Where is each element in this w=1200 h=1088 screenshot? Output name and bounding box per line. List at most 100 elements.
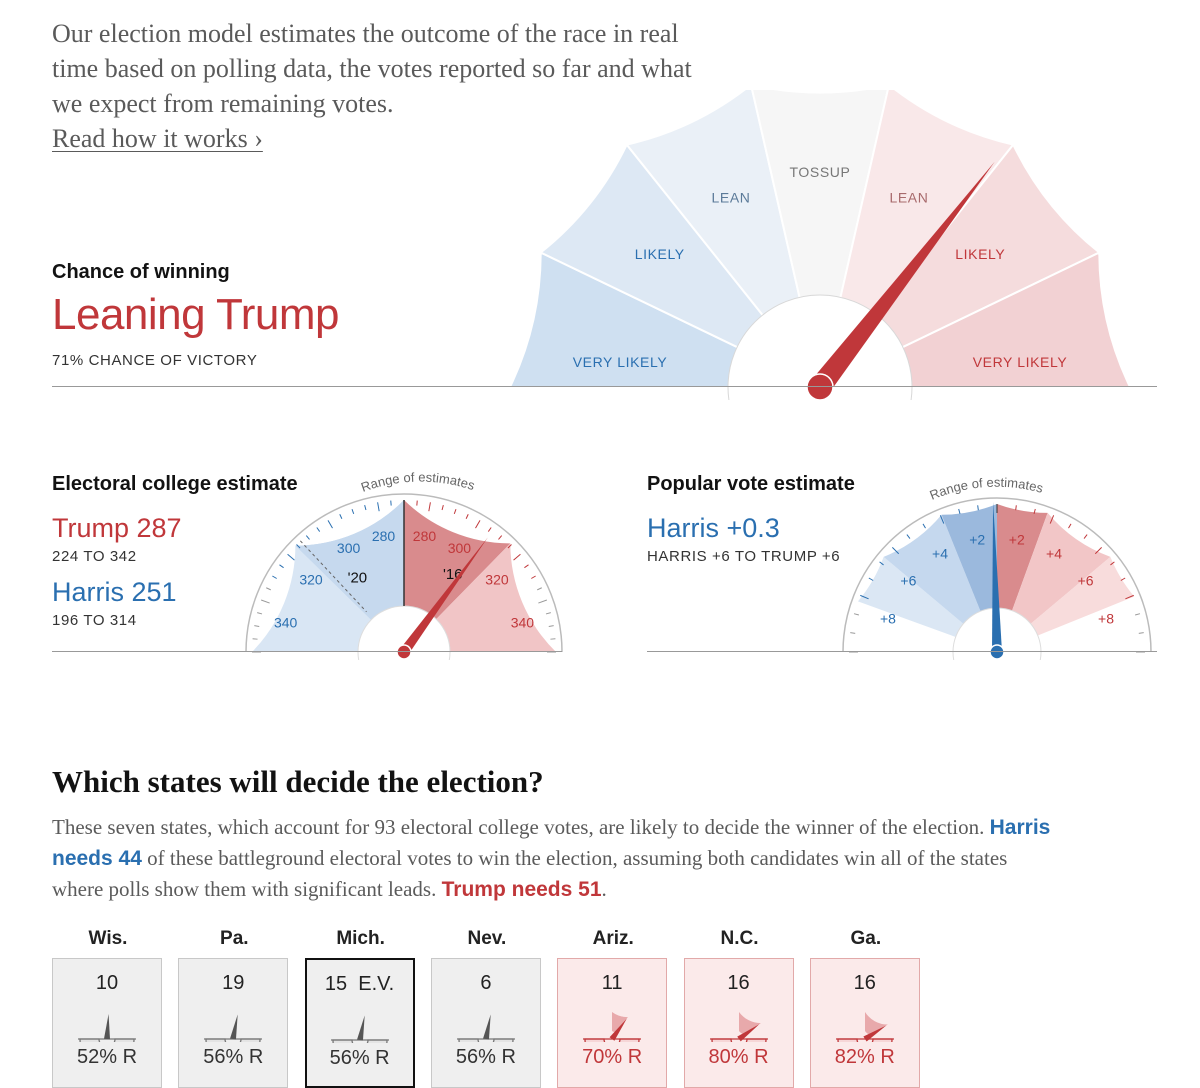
state-card[interactable]: Mich.15 E.V.56% R xyxy=(305,926,417,1088)
state-gauge xyxy=(203,1008,263,1042)
state-probability: 80% R xyxy=(685,1046,793,1069)
popular-tick xyxy=(850,633,855,634)
state-probability: 52% R xyxy=(53,1046,161,1069)
state-gauge xyxy=(456,1008,516,1042)
electoral-tick xyxy=(328,520,333,528)
electoral-tick xyxy=(306,536,309,540)
state-probability: 56% R xyxy=(307,1047,413,1070)
state-name: Ga. xyxy=(810,926,922,958)
electoral-tick xyxy=(546,613,551,614)
popular-needle-shape-hub xyxy=(990,645,1004,659)
electoral-tick-label: 340 xyxy=(274,614,298,630)
states-section-description: These seven states, which account for 93… xyxy=(52,812,1052,905)
state-box[interactable]: 19 56% R xyxy=(178,958,288,1088)
popular-gauge: +8+6+4+2+2+4+6+8 Range of estimates xyxy=(840,460,1160,660)
state-name: Wis. xyxy=(52,926,164,958)
state-gauge-needle xyxy=(230,1014,238,1039)
electoral-tick xyxy=(288,554,295,560)
electoral-needle-shape-hub xyxy=(397,645,411,659)
chance-baseline xyxy=(52,386,1157,387)
chance-segment-label: LIKELY xyxy=(955,246,1005,262)
state-gauge-needle xyxy=(483,1014,491,1039)
electoral-harris-range: 196 TO 314 xyxy=(52,612,137,629)
state-name: Pa. xyxy=(178,926,290,958)
state-card[interactable]: Pa.19 56% R xyxy=(178,926,290,1088)
state-probability: 70% R xyxy=(558,1046,666,1069)
trump-needs: Trump needs 51 xyxy=(442,878,602,901)
electoral-harris-estimate: Harris 251 xyxy=(52,577,177,608)
electoral-tick xyxy=(549,626,554,627)
popular-tick-label: +8 xyxy=(1098,611,1114,627)
chance-segment-label: LEAN xyxy=(889,189,928,205)
chance-segment-label: LEAN xyxy=(712,189,751,205)
popular-tick xyxy=(1016,505,1017,510)
state-gauge-needle xyxy=(104,1014,110,1039)
popular-baseline xyxy=(647,651,1157,652)
state-name: Nev. xyxy=(431,926,543,958)
electoral-tick xyxy=(261,600,269,603)
electoral-marker: '20 xyxy=(348,569,368,586)
electoral-tick xyxy=(537,588,542,590)
state-box[interactable]: 15 E.V.56% R xyxy=(305,958,415,1088)
state-electoral-votes: 6 xyxy=(432,959,540,1002)
state-name: Mich. xyxy=(305,926,417,958)
states-section-title: Which states will decide the election? xyxy=(52,764,544,800)
popular-tick xyxy=(869,578,873,581)
popular-estimate: Harris +0.3 xyxy=(647,513,780,544)
electoral-tick-label: 300 xyxy=(448,540,472,556)
electoral-tick xyxy=(442,505,443,510)
state-electoral-votes: 19 xyxy=(179,959,287,1002)
popular-tick-label: +2 xyxy=(1009,532,1025,548)
popular-tick-label: +6 xyxy=(900,572,916,588)
read-how-it-works-link[interactable]: Read how it works › xyxy=(52,121,263,156)
chance-subtitle: 71% CHANCE OF VICTORY xyxy=(52,352,257,369)
desc-end: . xyxy=(602,877,607,901)
electoral-tick xyxy=(488,527,491,531)
electoral-tick-label: 280 xyxy=(413,528,437,544)
state-box[interactable]: 11 70% R xyxy=(557,958,667,1088)
chance-segment-label: TOSSUP xyxy=(790,164,851,180)
state-gauge xyxy=(77,1008,137,1042)
popular-tick xyxy=(854,614,859,615)
electoral-tick xyxy=(317,527,320,531)
chance-gauge: VERY LIKELYLIKELYLEANTOSSUPLEANLIKELYVER… xyxy=(500,90,1140,400)
state-electoral-votes: 16 xyxy=(811,959,919,1002)
electoral-tick xyxy=(352,509,354,514)
popular-tick-label: +4 xyxy=(1046,545,1062,561)
popular-tick xyxy=(1084,535,1087,539)
state-name: N.C. xyxy=(684,926,796,958)
state-electoral-votes: 11 xyxy=(558,959,666,1002)
state-box[interactable]: 16 80% R xyxy=(684,958,794,1088)
electoral-tick xyxy=(272,576,276,579)
electoral-tick xyxy=(454,509,456,514)
electoral-tick xyxy=(340,514,342,519)
popular-tick-label: +8 xyxy=(880,611,896,627)
electoral-tick xyxy=(531,576,535,579)
electoral-trump-estimate: Trump 287 xyxy=(52,513,182,544)
electoral-tick xyxy=(378,502,380,511)
popular-range: HARRIS +6 TO TRUMP +6 xyxy=(647,548,840,565)
electoral-tick xyxy=(538,600,546,603)
popular-tick xyxy=(978,505,979,510)
electoral-tick xyxy=(365,505,366,510)
state-card[interactable]: N.C.16 80% R xyxy=(684,926,796,1088)
popular-title: Popular vote estimate xyxy=(647,473,855,496)
electoral-tick xyxy=(498,536,501,540)
state-probability: 56% R xyxy=(179,1046,287,1069)
electoral-tick xyxy=(466,514,468,519)
state-electoral-votes: 16 xyxy=(685,959,793,1002)
electoral-tick-label: 340 xyxy=(511,614,535,630)
chance-segment-label: VERY LIKELY xyxy=(973,354,1068,370)
chance-title: Chance of winning xyxy=(52,261,230,284)
desc-part1: These seven states, which account for 93… xyxy=(52,815,990,839)
electoral-range-label: Range of estimates xyxy=(359,470,477,495)
electoral-tick xyxy=(279,565,283,568)
